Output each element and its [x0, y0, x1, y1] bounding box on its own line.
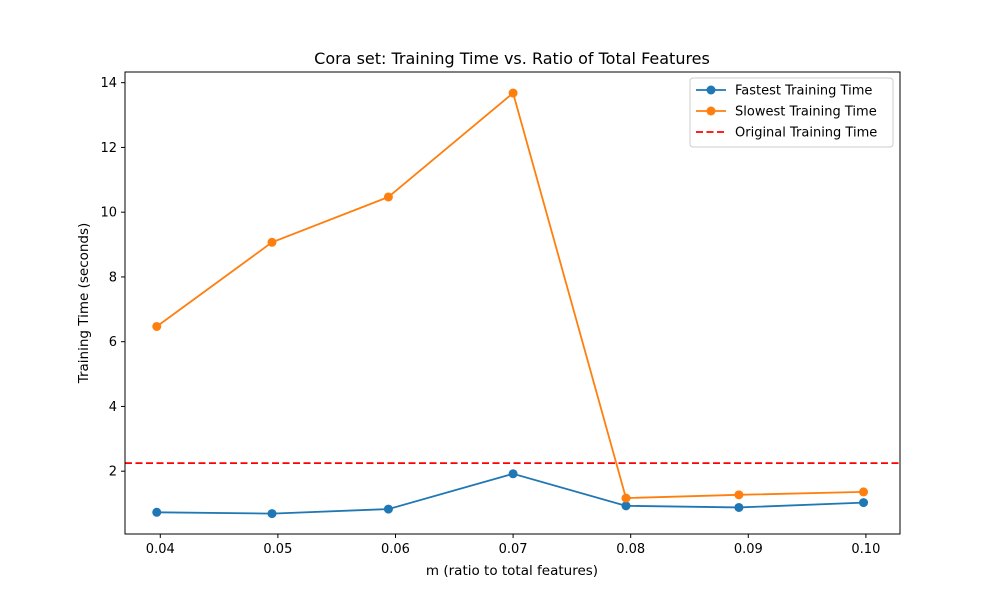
- x-tick-label: 0.07: [499, 542, 528, 557]
- legend-marker-fastest: [706, 85, 716, 95]
- data-point-fastest: [508, 469, 518, 479]
- x-tick-label: 0.06: [381, 542, 410, 557]
- data-point-fastest: [859, 498, 869, 508]
- data-point-slowest: [621, 493, 631, 503]
- legend-label-fastest: Fastest Training Time: [735, 84, 872, 99]
- data-point-fastest: [734, 502, 744, 512]
- legend-marker-slowest: [706, 106, 716, 116]
- y-tick-label: 14: [100, 76, 117, 91]
- plot-content: [125, 88, 900, 519]
- y-tick-label: 10: [100, 206, 117, 221]
- y-axis-ticks: 2 4 6 8 10 12 14: [100, 76, 125, 480]
- chart-title: Cora set: Training Time vs. Ratio of Tot…: [314, 49, 710, 68]
- y-tick-label: 12: [100, 141, 117, 156]
- x-tick-label: 0.05: [263, 542, 292, 557]
- legend-label-slowest: Slowest Training Time: [735, 105, 877, 120]
- x-axis-label: m (ratio to total features): [426, 563, 598, 579]
- x-tick-label: 0.04: [146, 542, 175, 557]
- data-point-fastest: [267, 509, 277, 519]
- data-point-slowest: [383, 192, 393, 202]
- data-point-slowest: [267, 237, 277, 247]
- x-axis-ticks: 0.04 0.05 0.06 0.07 0.08 0.09 0.10: [146, 534, 880, 557]
- legend-label-original: Original Training Time: [735, 126, 877, 141]
- y-tick-label: 4: [109, 400, 117, 415]
- data-point-slowest: [734, 490, 744, 500]
- data-point-fastest: [152, 507, 162, 517]
- y-axis-label: Training Time (seconds): [76, 223, 92, 385]
- x-tick-label: 0.09: [734, 542, 763, 557]
- legend: Fastest Training Time Slowest Training Ti…: [689, 77, 894, 148]
- data-point-slowest: [859, 487, 869, 497]
- x-tick-label: 0.10: [851, 542, 880, 557]
- data-point-slowest: [152, 321, 162, 331]
- y-tick-label: 6: [109, 335, 117, 350]
- x-tick-label: 0.08: [616, 542, 645, 557]
- y-tick-label: 8: [109, 270, 117, 285]
- legend-box: [689, 77, 894, 148]
- data-point-fastest: [621, 501, 631, 511]
- y-tick-label: 2: [109, 465, 117, 480]
- plot-area-frame: [124, 71, 901, 535]
- data-point-fastest: [383, 504, 393, 514]
- data-point-slowest: [508, 88, 518, 98]
